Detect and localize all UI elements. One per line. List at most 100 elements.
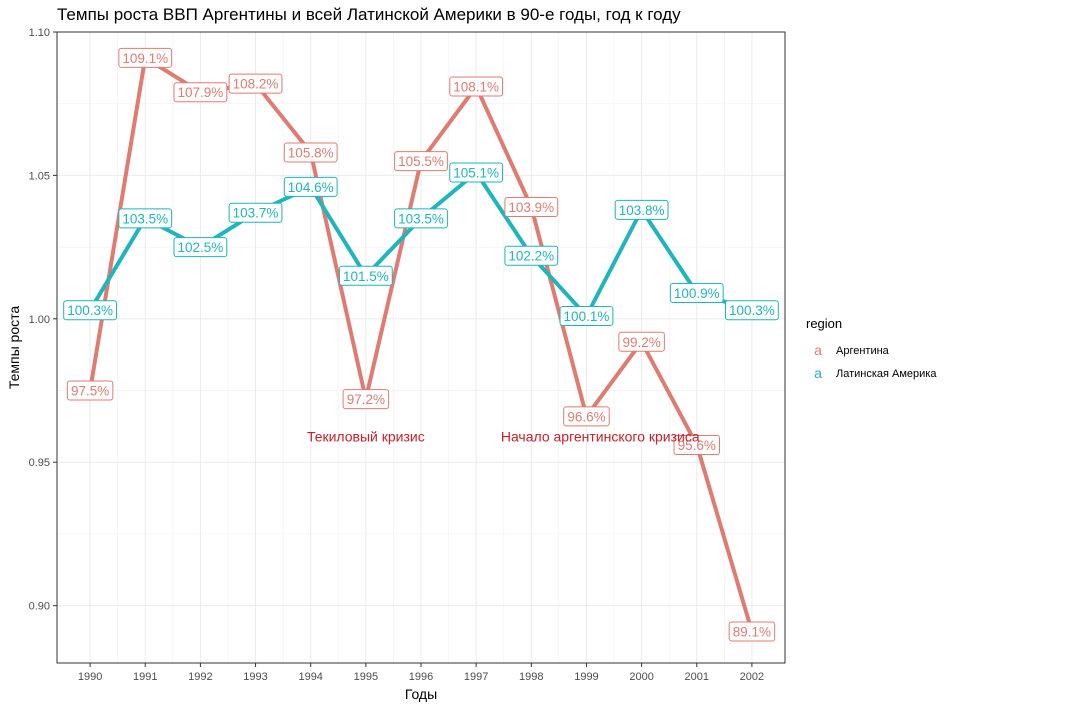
x-tick-label: 1995 (354, 671, 378, 683)
data-label: 100.1% (559, 305, 614, 326)
data-label-box (394, 208, 448, 229)
legend-key: a (814, 365, 822, 381)
data-label-text: 103.7% (233, 206, 279, 221)
data-label-box (66, 380, 114, 401)
data-label-text: 96.6% (567, 409, 605, 424)
data-label-box (449, 76, 504, 97)
data-label-box (618, 331, 665, 352)
data-label: 100.3% (725, 300, 779, 321)
data-label-text: 99.2% (622, 335, 660, 350)
data-label-box (342, 389, 390, 410)
data-label: 105.5% (394, 151, 448, 172)
x-tick-label: 1994 (298, 671, 322, 683)
data-label-box (673, 435, 721, 456)
data-label: 107.9% (173, 82, 228, 103)
data-label-text: 89.1% (733, 624, 771, 639)
x-tick-label: 1996 (409, 671, 433, 683)
data-label-text: 104.6% (288, 180, 334, 195)
data-label-box (173, 82, 228, 103)
data-label: 100.3% (63, 300, 117, 321)
data-label: 96.6% (563, 406, 610, 427)
data-label: 109.1% (118, 47, 173, 68)
data-label-text: 102.5% (177, 240, 223, 255)
data-label: 102.2% (504, 245, 559, 266)
data-label: 103.5% (118, 208, 173, 229)
annotation-text: Начало аргентинского кризиса (501, 428, 700, 444)
y-tick-label: 0.90 (29, 601, 50, 613)
data-label-text: 95.6% (678, 438, 716, 453)
x-tick-label: 1997 (464, 671, 488, 683)
data-label-text: 109.1% (122, 51, 168, 66)
y-axis-title: Темпы роста (6, 306, 22, 390)
y-tick-label: 1.10 (29, 27, 50, 39)
data-label-box (173, 237, 228, 258)
x-tick-label: 2000 (629, 671, 653, 683)
data-label-text: 100.3% (67, 303, 113, 318)
x-tick-label: 1992 (188, 671, 212, 683)
data-label-text: 103.5% (122, 211, 168, 226)
legend-title: region (806, 316, 842, 331)
x-tick-label: 2002 (740, 671, 764, 683)
data-label-box (669, 283, 724, 304)
data-label-text: 105.5% (398, 154, 444, 169)
plot-panel (57, 31, 785, 663)
data-label-box (283, 176, 338, 197)
legend-key: a (814, 342, 822, 358)
data-label: 95.6% (673, 435, 721, 456)
y-tick-label: 1.05 (29, 170, 50, 182)
data-label: 100.9% (669, 283, 724, 304)
data-label-text: 105.1% (453, 166, 499, 181)
data-label-box (504, 196, 559, 217)
data-label-text: 97.2% (347, 392, 385, 407)
data-label-box (449, 162, 504, 183)
data-label-text: 103.5% (398, 211, 444, 226)
data-label-box (63, 300, 117, 321)
data-label: 89.1% (728, 621, 776, 642)
annotation-text: Текиловый кризис (307, 428, 425, 444)
chart-title: Темпы роста ВВП Аргентины и всей Латинск… (57, 5, 681, 24)
annotations: Текиловый кризис Начало аргентинского кри… (307, 428, 700, 444)
data-label: 101.5% (338, 265, 393, 286)
legend: region a Аргентина a Латинская Америка (806, 316, 937, 381)
data-label-text: 103.9% (508, 200, 554, 215)
data-label: 103.7% (228, 202, 283, 223)
data-label-box (228, 202, 283, 223)
data-label: 104.6% (283, 176, 338, 197)
x-tick-label: 2001 (685, 671, 709, 683)
data-label-box (394, 151, 448, 172)
data-label-text: 100.1% (564, 309, 610, 324)
x-tick-label: 1999 (574, 671, 598, 683)
data-label: 105.1% (449, 162, 504, 183)
axes: 0.90 0.95 1.00 1.05 1.10 1990 1991 1992 1993 1994… (6, 27, 786, 702)
data-label-box (725, 300, 779, 321)
y-tick-label: 1.00 (29, 314, 50, 326)
data-label-text: 100.9% (674, 286, 720, 301)
x-tick-label: 1998 (519, 671, 543, 683)
data-label: 108.1% (449, 76, 504, 97)
data-label-box (338, 265, 393, 286)
data-label-text: 100.3% (729, 303, 775, 318)
y-tick-label: 0.95 (29, 457, 50, 469)
data-label: 105.8% (283, 142, 338, 163)
data-label: 99.2% (618, 331, 665, 352)
data-label-text: 108.1% (453, 79, 499, 94)
data-label: 97.5% (66, 380, 114, 401)
data-label-box (563, 406, 610, 427)
data-label-text: 107.9% (177, 85, 223, 100)
data-label-box (614, 199, 669, 220)
data-label-box (504, 245, 559, 266)
data-label: 103.8% (614, 199, 669, 220)
data-label-box (728, 621, 776, 642)
data-label-text: 97.5% (71, 384, 109, 399)
data-label: 108.2% (228, 73, 283, 94)
data-label: 103.5% (394, 208, 448, 229)
x-tick-label: 1993 (243, 671, 267, 683)
data-label-box (118, 47, 173, 68)
legend-label: Аргентина (836, 345, 890, 357)
data-label-text: 103.8% (619, 203, 665, 218)
legend-label: Латинская Америка (836, 368, 937, 380)
data-label-text: 102.2% (508, 249, 554, 264)
data-label: 97.2% (342, 389, 390, 410)
data-labels: 97.5% 109.1% 107.9% 108.2% 105.8% 97.2% 105.5%… (63, 47, 779, 642)
